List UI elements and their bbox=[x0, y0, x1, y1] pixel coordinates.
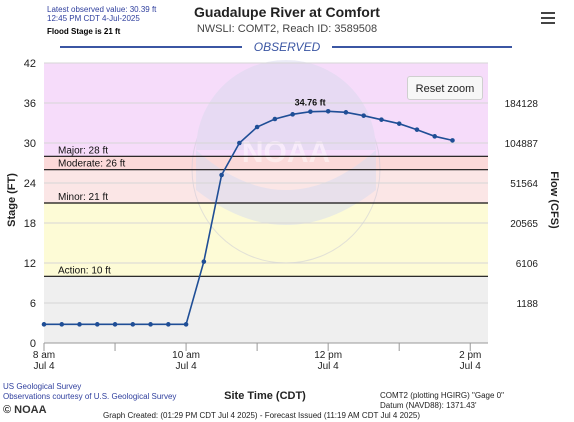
reset-zoom-button[interactable]: Reset zoom bbox=[407, 76, 483, 100]
series-point bbox=[41, 322, 47, 327]
flow-tick-label: 1188 bbox=[516, 299, 538, 310]
usgs-credit[interactable]: US Geological Survey bbox=[3, 382, 82, 391]
threshold-label: Action: 10 ft bbox=[58, 265, 111, 276]
x-tick-label: 2 pm bbox=[459, 350, 481, 361]
series-point bbox=[343, 110, 349, 115]
series-point bbox=[237, 140, 242, 146]
threshold-label: Moderate: 26 ft bbox=[58, 159, 125, 170]
series-point bbox=[112, 322, 118, 327]
y-tick-label: 36 bbox=[24, 98, 36, 110]
observed-banner: OBSERVED bbox=[254, 40, 321, 54]
hamburger-menu-icon[interactable] bbox=[541, 12, 555, 26]
flow-tick-label: 184128 bbox=[505, 99, 539, 110]
series-point bbox=[94, 322, 100, 327]
series-point bbox=[361, 113, 366, 118]
series-point bbox=[254, 124, 260, 130]
x-tick-date: Jul 4 bbox=[176, 361, 198, 372]
observed-series: 34.76 ft bbox=[41, 97, 455, 327]
svg-text:NOAA: NOAA bbox=[242, 136, 330, 169]
threshold-label: Major: 28 ft bbox=[58, 145, 108, 156]
x-tick-date: Jul 4 bbox=[318, 361, 340, 372]
series-point bbox=[414, 127, 420, 132]
flow-tick-label: 6106 bbox=[516, 259, 539, 270]
series-point bbox=[396, 121, 402, 126]
y-tick-label: 30 bbox=[24, 138, 36, 150]
series-point bbox=[183, 322, 189, 327]
series-point bbox=[450, 138, 455, 143]
flood-stage-note: Flood Stage is 21 ft bbox=[47, 27, 121, 36]
flow-tick-label: 20565 bbox=[510, 219, 538, 230]
y-tick-label: 18 bbox=[24, 218, 36, 230]
y-tick-label: 24 bbox=[24, 178, 36, 190]
threshold-label: Minor: 21 ft bbox=[58, 192, 108, 203]
series-point bbox=[379, 117, 384, 122]
observed-banner-backdrop bbox=[242, 40, 332, 54]
x-tick-label: 10 am bbox=[172, 350, 200, 361]
series-point bbox=[166, 322, 171, 327]
series-point bbox=[219, 172, 224, 178]
latest-observed-value: Latest observed value: 30.39 ft bbox=[47, 5, 157, 14]
series-point bbox=[272, 116, 278, 122]
latest-observed: Latest observed value: 30.39 ft 12:45 PM… bbox=[47, 5, 156, 23]
stage-band bbox=[44, 156, 488, 170]
series-point bbox=[77, 322, 82, 327]
series-point bbox=[148, 322, 153, 327]
noaa-watermark: NOAA bbox=[191, 60, 381, 264]
y-tick-label: 0 bbox=[30, 338, 36, 350]
flow-axis: 1188 6106 20565 51564 104887 184128 bbox=[505, 99, 539, 310]
series-point bbox=[59, 322, 65, 327]
x-tick-label: 8 am bbox=[33, 350, 55, 361]
y2-axis-label: Flow (CFS) bbox=[548, 171, 560, 229]
peak-label: 34.76 ft bbox=[295, 97, 326, 107]
flow-tick-label: 104887 bbox=[505, 139, 539, 150]
series-line bbox=[44, 110, 453, 326]
y-tick-label: 6 bbox=[30, 298, 36, 310]
x-tick-label: 12 pm bbox=[314, 350, 342, 361]
flow-tick-label: 51564 bbox=[510, 179, 538, 190]
series-point bbox=[201, 259, 207, 264]
stage-axis: 0 6 12 18 24 30 36 42 bbox=[24, 58, 36, 350]
series-point bbox=[432, 134, 438, 139]
stage-band bbox=[44, 276, 488, 343]
observations-courtesy[interactable]: Observations courtesy of U.S. Geological… bbox=[3, 392, 177, 401]
latest-observed-time: 12:45 PM CDT 4-Jul-2025 bbox=[47, 14, 140, 23]
flood-thresholds: Major: 28 ft Moderate: 26 ft Minor: 21 ft A… bbox=[44, 145, 488, 277]
y-axis-label: Stage (FT) bbox=[6, 173, 18, 227]
y-tick-label: 42 bbox=[24, 58, 36, 70]
y-tick-label: 12 bbox=[24, 258, 36, 270]
graph-created: Graph Created: (01:29 PM CDT Jul 4 2025)… bbox=[103, 411, 421, 420]
chart-subtitle: NWSLI: COMT2, Reach ID: 3589508 bbox=[196, 23, 378, 35]
x-tick-date: Jul 4 bbox=[460, 361, 482, 372]
x-tick-date: Jul 4 bbox=[33, 361, 55, 372]
gage-info: COMT2 (plotting HGIRG) "Gage 0" bbox=[380, 391, 504, 400]
series-point bbox=[325, 108, 331, 114]
chart-title: Guadalupe River at Comfort bbox=[194, 4, 380, 20]
series-point bbox=[130, 322, 136, 327]
noaa-logo[interactable]: © NOAA bbox=[3, 404, 47, 416]
series-point bbox=[290, 112, 295, 117]
datum-info: Datum (NAVD88): 1371.43' bbox=[380, 401, 477, 410]
x-axis-label: Site Time (CDT) bbox=[224, 390, 306, 402]
series-point bbox=[308, 109, 313, 114]
